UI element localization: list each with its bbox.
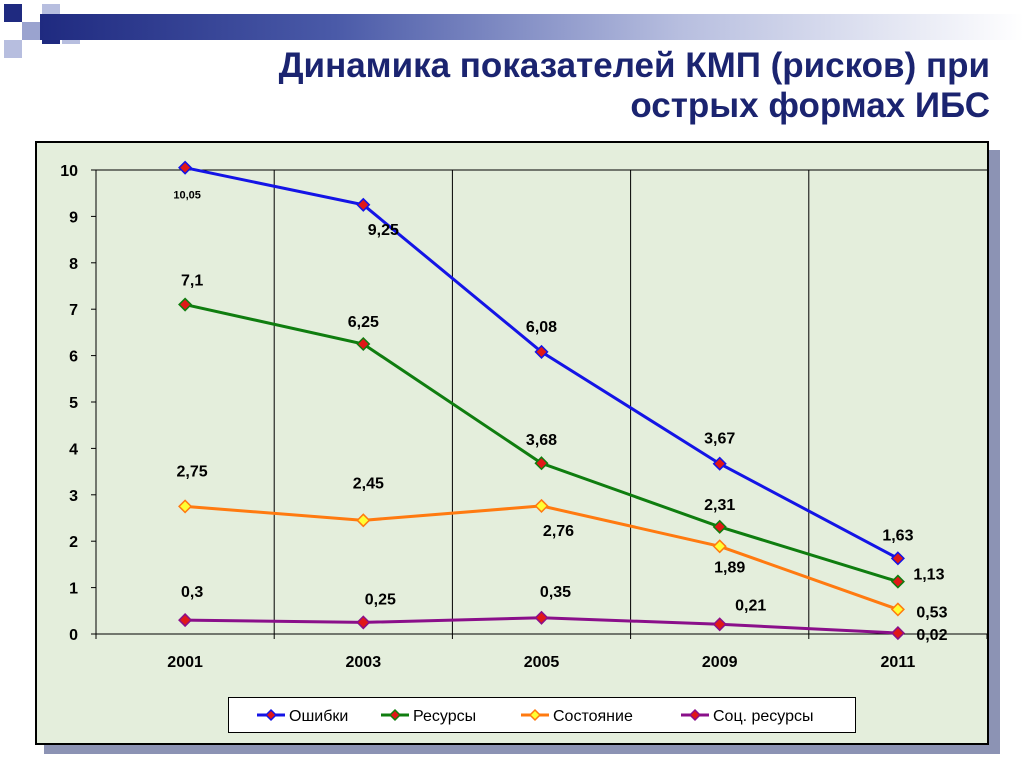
- data-label: 0,25: [365, 591, 396, 608]
- data-point-marker: [356, 615, 371, 630]
- data-label: 1,63: [882, 527, 913, 544]
- data-label: 0,53: [916, 604, 947, 621]
- data-point-marker: [534, 498, 549, 513]
- data-point-marker: [178, 160, 193, 175]
- data-label: 0,3: [181, 584, 203, 601]
- y-tick-label: 5: [69, 395, 78, 412]
- data-label: 6,25: [348, 314, 379, 331]
- legend-item: Ресурсы: [381, 708, 476, 725]
- y-tick-label: 0: [69, 627, 78, 644]
- data-label: 10,05: [173, 190, 201, 202]
- data-point-marker: [712, 539, 727, 554]
- legend-item: Соц. ресурсы: [681, 708, 814, 725]
- data-point-marker: [534, 344, 549, 359]
- x-tick-label: 2009: [702, 654, 738, 671]
- y-tick-label: 1: [69, 581, 78, 598]
- data-point-marker: [534, 610, 549, 625]
- y-tick-label: 2: [69, 534, 78, 551]
- y-tick-label: 4: [69, 441, 78, 458]
- data-label: 2,75: [177, 463, 208, 480]
- legend-svg: Ошибки Ресурсы Состояние Соц. ресурсы: [257, 708, 814, 725]
- series-2: 7,1 6,25 3,68 2,31 1,13: [178, 273, 945, 589]
- chart-legend: Ошибки Ресурсы Состояние Соц. ресурсы: [228, 697, 856, 733]
- legend-item: Ошибки: [257, 708, 348, 725]
- data-label: 0,35: [540, 584, 571, 601]
- data-label: 3,67: [704, 431, 735, 448]
- legend-marker: [688, 708, 702, 722]
- data-label: 7,1: [181, 273, 203, 290]
- data-point-marker: [712, 617, 727, 632]
- x-tick-label: 2011: [881, 654, 916, 671]
- legend-label: Соц. ресурсы: [713, 708, 814, 725]
- legend-marker: [388, 708, 402, 722]
- data-point-marker: [890, 574, 905, 589]
- plot-area: [96, 170, 987, 634]
- data-point-marker: [178, 499, 193, 514]
- data-point-marker: [534, 456, 549, 471]
- title-line-2: острых формах ИБС: [630, 86, 990, 125]
- legend-label: Ошибки: [289, 708, 348, 725]
- y-tick-label: 8: [69, 256, 78, 273]
- data-point-marker: [356, 513, 371, 528]
- x-tick-label: 2001: [167, 654, 203, 671]
- data-point-marker: [890, 551, 905, 566]
- y-tick-label: 6: [69, 349, 78, 366]
- data-point-marker: [356, 197, 371, 212]
- data-point-marker: [712, 519, 727, 534]
- legend-label: Состояние: [553, 708, 633, 725]
- y-tick-label: 3: [69, 488, 78, 505]
- data-label: 2,45: [353, 475, 384, 492]
- legend-item: Состояние: [521, 708, 633, 725]
- legend-marker: [528, 708, 542, 722]
- data-point-marker: [178, 297, 193, 312]
- header-band: [40, 14, 1024, 40]
- data-label: 1,13: [913, 567, 944, 584]
- y-tick-label: 10: [60, 163, 78, 180]
- data-point-marker: [356, 336, 371, 352]
- data-label: 0,02: [916, 627, 947, 644]
- data-label: 2,31: [704, 497, 735, 514]
- data-point-marker: [890, 602, 905, 617]
- x-tick-label: 2003: [346, 654, 382, 671]
- y-tick-label: 7: [69, 302, 78, 319]
- series-3: 2,75 2,45 2,76 1,89 0,53: [177, 463, 948, 621]
- data-point-marker: [890, 626, 905, 641]
- data-label: 2,76: [543, 523, 574, 540]
- series-1: 10,05 9,25 6,08 3,67 1,63: [173, 160, 914, 566]
- series-4: 0,3 0,25 0,35 0,21 0,02: [178, 584, 948, 644]
- page-title: Динамика показателей КМП (рисков) при ос…: [90, 46, 990, 126]
- data-label: 1,89: [714, 559, 745, 576]
- y-tick-label: 9: [69, 209, 78, 226]
- data-label: 9,25: [368, 222, 399, 239]
- data-label: 0,21: [735, 597, 766, 614]
- x-tick-label: 2005: [524, 654, 560, 671]
- data-point-marker: [712, 456, 727, 471]
- legend-marker: [264, 708, 278, 722]
- data-label: 6,08: [526, 319, 557, 336]
- data-label: 3,68: [526, 432, 557, 449]
- legend-label: Ресурсы: [413, 708, 476, 725]
- title-line-1: Динамика показателей КМП (рисков) при: [278, 46, 990, 85]
- data-point-marker: [178, 613, 193, 628]
